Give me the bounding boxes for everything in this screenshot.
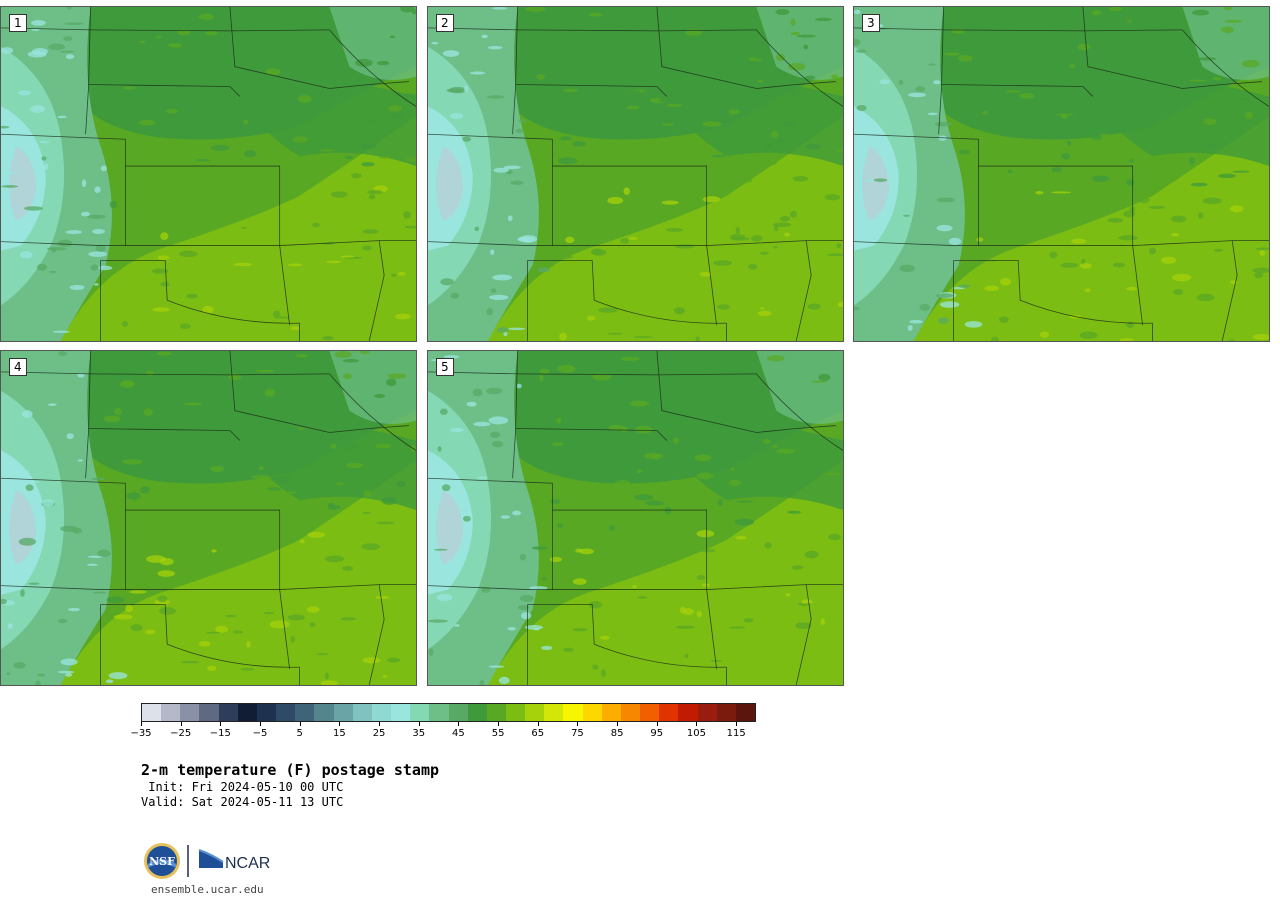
colorbar-tick	[577, 722, 579, 726]
colorbar-tick	[537, 722, 539, 726]
colorbar-swatch	[544, 704, 564, 721]
colorbar-swatch	[371, 704, 392, 721]
colorbar-tick	[696, 722, 698, 726]
colorbar-swatch	[678, 704, 698, 721]
colorbar-tick-label: 25	[372, 728, 386, 739]
colorbar-swatch	[582, 704, 602, 721]
colorbar-swatch	[295, 704, 315, 721]
colorbar-tick	[498, 722, 500, 726]
colorbar-tick-label: 95	[650, 728, 664, 739]
colorbar-swatch	[256, 704, 277, 721]
colorbar-tick-label: 55	[491, 728, 505, 739]
colorbar-tick	[458, 722, 460, 726]
init-time: Init: Fri 2024-05-10 00 UTC	[141, 780, 344, 794]
panel-number-label: 3	[862, 14, 880, 32]
temperature-map	[1, 7, 416, 341]
colorbar-swatch	[697, 704, 717, 721]
temperature-map	[1, 351, 416, 685]
chart-title: 2-m temperature (F) postage stamp	[141, 761, 440, 779]
map-panel-3: 3	[853, 6, 1270, 342]
ncar-logo-icon: NCAR	[198, 849, 270, 872]
colorbar-swatch	[640, 704, 660, 721]
colorbar-tick-label: 45	[452, 728, 465, 739]
colorbar-swatch	[563, 704, 583, 721]
colorbar-swatch	[659, 704, 679, 721]
temperature-map	[854, 7, 1269, 341]
colorbar-tick	[379, 722, 381, 726]
temperature-map	[428, 351, 843, 685]
colorbar-swatch	[467, 704, 487, 721]
temperature-colorbar	[141, 703, 756, 722]
colorbar-tick-label: 15	[333, 728, 346, 739]
colorbar-tick	[339, 722, 341, 726]
colorbar-swatch	[391, 704, 411, 721]
colorbar-swatch	[505, 704, 526, 721]
nsf-ncar-logo: NSF NCAR	[144, 843, 270, 879]
colorbar-tick	[180, 722, 182, 726]
map-panel-4: 4	[0, 350, 417, 686]
colorbar-tick-label: 115	[726, 728, 746, 739]
colorbar-tick	[418, 722, 420, 726]
colorbar-swatch	[410, 704, 430, 721]
colorbar-tick-label: −15	[209, 728, 231, 739]
site-url: ensemble.ucar.edu	[151, 883, 264, 896]
colorbar-swatch	[180, 704, 200, 721]
colorbar-tick	[220, 722, 222, 726]
colorbar-swatch	[601, 704, 621, 721]
colorbar-swatch	[218, 704, 238, 721]
colorbar-swatch	[161, 704, 181, 721]
colorbar-tick	[260, 722, 262, 726]
colorbar-tick-label: 105	[686, 728, 707, 739]
temperature-map	[428, 7, 843, 341]
colorbar-swatch	[333, 704, 353, 721]
colorbar-tick	[656, 722, 658, 726]
colorbar-tick-label: 75	[571, 728, 584, 739]
colorbar-swatch	[237, 704, 257, 721]
panel-number-label: 5	[436, 358, 454, 376]
colorbar-tick-label: 65	[531, 728, 545, 739]
colorbar-swatch	[735, 704, 755, 721]
colorbar-swatch	[716, 704, 736, 721]
colorbar-tick-label: −35	[130, 728, 152, 739]
colorbar-tick-label: −25	[170, 728, 192, 739]
colorbar-swatch	[352, 704, 372, 721]
colorbar-swatch	[486, 704, 506, 721]
valid-time: Valid: Sat 2024-05-11 13 UTC	[141, 795, 344, 809]
panel-number-label: 1	[9, 14, 27, 32]
colorbar-tick-label: 85	[610, 728, 624, 739]
colorbar-swatch	[620, 704, 641, 721]
map-panel-2: 2	[427, 6, 844, 342]
svg-text:NCAR: NCAR	[225, 855, 270, 872]
colorbar-swatch	[525, 704, 545, 721]
map-panel-1: 1	[0, 6, 417, 342]
colorbar-tick	[736, 722, 738, 726]
colorbar-tick-label: 5	[296, 728, 303, 739]
colorbar-ticks: −35 −25 −15 −5 5 15 25 35 45 55 65 75 85 95 105 115	[130, 722, 756, 742]
map-panel-5: 5	[427, 350, 844, 686]
colorbar-swatch	[448, 704, 468, 721]
colorbar-tick-label: −5	[252, 728, 268, 739]
colorbar-swatch	[429, 704, 449, 721]
colorbar-swatch	[276, 704, 296, 721]
colorbar-swatch	[142, 704, 162, 721]
colorbar-tick	[617, 722, 619, 726]
colorbar-tick	[141, 722, 142, 726]
colorbar-tick-label: 35	[412, 728, 426, 739]
colorbar-swatch	[314, 704, 334, 721]
panel-number-label: 2	[436, 14, 454, 32]
colorbar-swatch	[199, 704, 219, 721]
panel-number-label: 4	[9, 358, 27, 376]
nsf-seal-icon: NSF	[144, 843, 180, 879]
colorbar-tick	[299, 722, 301, 726]
svg-text:NSF: NSF	[149, 855, 175, 868]
